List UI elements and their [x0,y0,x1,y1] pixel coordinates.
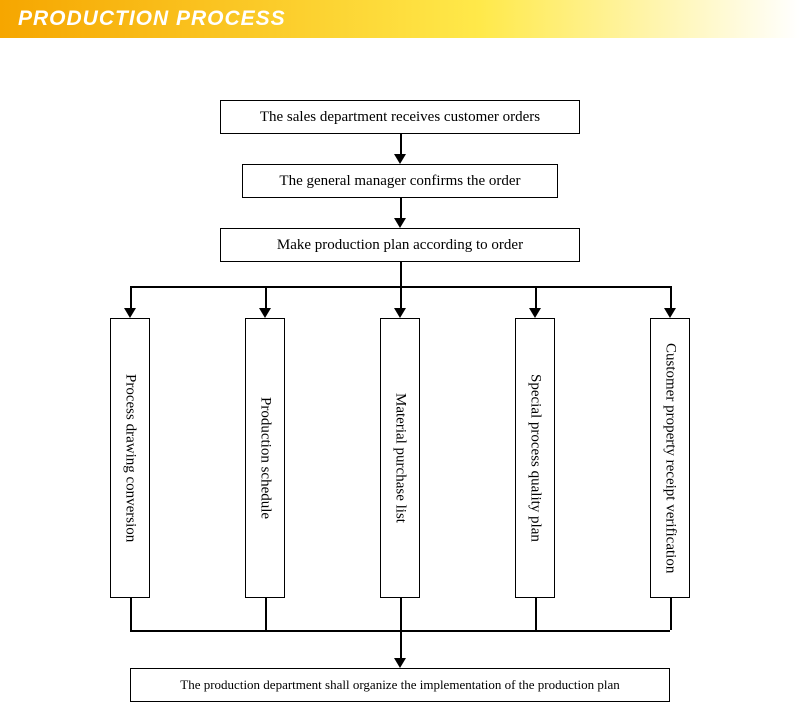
connector-line [130,598,132,630]
node-n4: Process drawing conversion [110,318,150,598]
node-n9: The production department shall organize… [130,668,670,702]
node-n7: Special process quality plan [515,318,555,598]
arrow-icon [259,308,271,318]
node-n8: Customer property receipt verification [650,318,690,598]
connector-line [400,598,402,630]
connector-line [265,286,267,308]
connector-line [400,262,402,286]
node-n6: Material purchase list [380,318,420,598]
connector-line [535,598,537,630]
connector-line [265,598,267,630]
connector-line [130,286,132,308]
arrow-icon [394,658,406,668]
connector-line [400,198,402,218]
header-bar: PRODUCTION PROCESS [0,0,800,38]
connector-line [670,598,672,630]
node-n5: Production schedule [245,318,285,598]
arrow-icon [124,308,136,318]
node-n3: Make production plan according to order [220,228,580,262]
arrow-icon [529,308,541,318]
connector-line [400,286,402,308]
arrow-icon [394,308,406,318]
connector-line [400,630,402,658]
arrow-icon [394,154,406,164]
header-title: PRODUCTION PROCESS [18,7,286,31]
connector-line [670,286,672,308]
arrow-icon [394,218,406,228]
node-n2: The general manager confirms the order [242,164,558,198]
connector-line [535,286,537,308]
connector-line [400,134,402,154]
node-n1: The sales department receives customer o… [220,100,580,134]
flowchart-diagram: The sales department receives customer o… [0,38,800,719]
arrow-icon [664,308,676,318]
